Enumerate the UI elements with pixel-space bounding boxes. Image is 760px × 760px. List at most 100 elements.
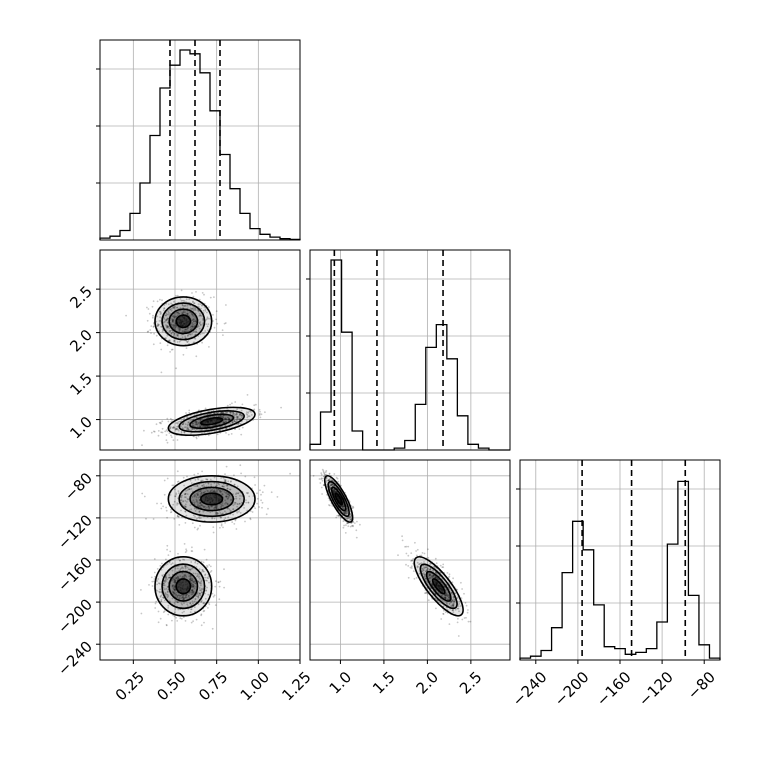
sample-point [195,566,198,568]
sample-point [191,307,194,310]
sample-point [425,591,428,594]
sample-point [214,490,217,493]
sample-point [228,494,231,496]
sample-point [225,418,228,421]
sample-point [223,421,225,424]
sample-point [185,593,188,596]
sample-point [201,470,204,473]
sample-point [215,512,218,514]
sample-point [202,506,205,509]
sample-point [204,597,207,600]
sample-point [226,503,229,506]
sample-point [351,507,354,510]
sample-point [410,552,413,554]
sample-point [166,544,169,547]
y-tick-label-1-2: 2.0 [66,326,96,356]
sample-point [184,335,187,338]
sample-point [201,570,204,573]
sample-point [214,506,217,509]
sample-point [446,572,449,574]
sample-point [215,506,218,509]
sample-point [197,516,200,519]
sample-point [237,503,239,506]
sample-point [176,427,179,430]
sample-point [423,573,426,576]
sample-point [168,576,171,579]
sample-point [189,420,192,422]
sample-point [184,573,187,576]
sample-point [207,505,210,508]
sample-point [172,320,174,322]
sample-point [172,324,175,326]
sample-point [176,514,179,517]
sample-point [246,394,249,396]
sample-point [184,492,187,495]
sample-point [202,561,205,564]
sample-point [172,318,175,321]
sample-point [174,608,177,610]
sample-point [214,604,217,606]
sample-point [429,568,432,571]
sample-point [428,573,431,576]
sample-point [181,427,184,429]
sample-point [226,487,229,490]
sample-point [193,320,195,323]
sample-point [164,578,167,581]
sample-point [230,499,232,501]
sample-point [166,578,169,581]
sample-point [194,420,197,423]
sample-point [157,323,159,325]
sample-point [231,411,234,414]
sample-point [435,562,438,565]
panel-frame-0-0 [99,39,301,241]
sample-point [176,294,179,297]
sample-point [173,332,176,335]
sample-point [181,312,184,315]
sample-point [194,423,197,426]
sample-point [143,429,145,432]
sample-point [218,483,221,486]
sample-point [199,502,202,505]
sample-point [199,429,202,431]
sample-point [209,571,212,573]
sample-point [434,576,437,579]
sample-point [220,477,223,479]
sample-point [198,322,201,325]
sample-point [185,328,187,330]
sample-point [148,584,150,586]
sample-point [214,505,217,507]
sample-point [253,404,256,407]
sample-point [196,528,199,531]
sample-point [405,563,407,566]
sample-point [192,580,195,583]
sample-point [228,417,231,420]
sample-point [241,426,244,429]
sample-point [195,421,198,424]
sample-point [233,483,236,486]
sample-point [203,492,205,494]
sample-point [151,580,154,583]
sample-point [223,586,226,589]
sample-point [202,570,205,573]
sample-point [209,478,212,481]
sample-point [173,300,175,303]
sample-point [176,577,179,579]
sample-point [425,570,427,573]
sample-point [162,329,164,332]
sample-point [173,615,176,618]
sample-point [221,415,224,417]
sample-point [444,596,447,598]
sample-point [420,554,423,557]
sample-point [424,577,427,580]
sample-point [446,602,449,605]
x-tick-label-2-3: −120 [635,668,677,710]
sample-point [177,594,180,597]
sample-point [180,496,183,499]
sample-point [212,490,214,493]
sample-point [198,517,201,520]
sample-point [190,328,192,331]
sample-point [207,329,209,332]
sample-point [411,559,413,562]
sample-point [215,512,217,515]
sample-point [355,536,358,539]
